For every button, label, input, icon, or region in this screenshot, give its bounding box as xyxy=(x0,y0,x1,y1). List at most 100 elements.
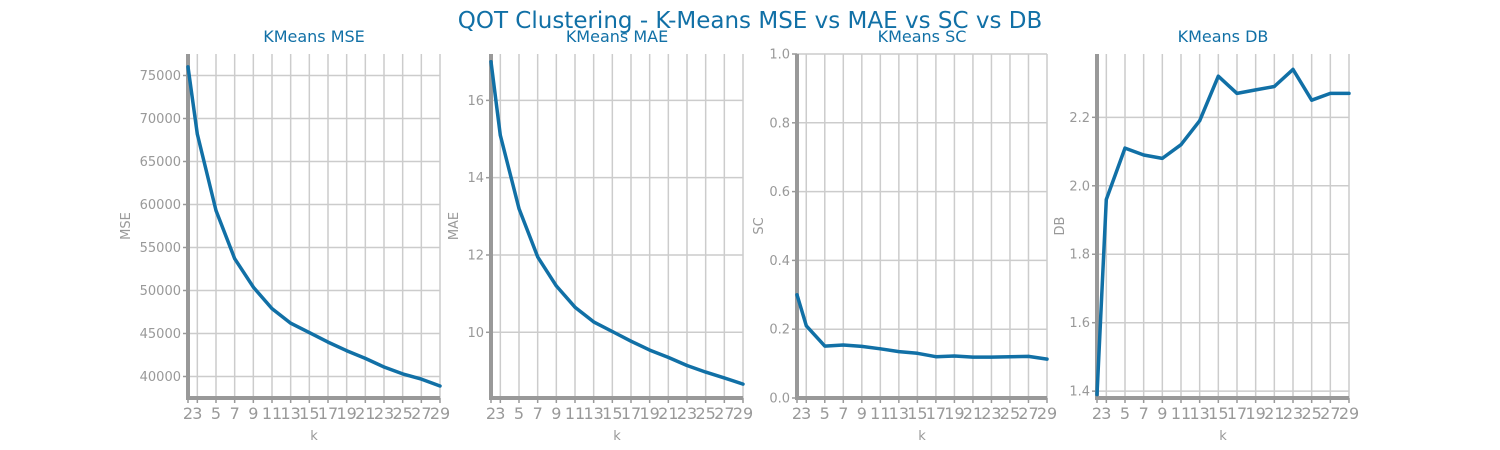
x-tick-label: 2 xyxy=(486,404,496,423)
data-point xyxy=(326,340,330,344)
figure-title: QOT Clustering - K-Means MSE vs MAE vs S… xyxy=(458,8,1043,34)
data-point xyxy=(345,349,349,353)
data-point xyxy=(438,384,442,388)
data-point xyxy=(307,331,311,335)
data-point xyxy=(419,377,423,381)
x-tick-label: 11 xyxy=(1171,404,1191,423)
x-tick-label: 19 xyxy=(639,404,659,423)
x-axis-label: k xyxy=(918,429,926,444)
y-axis-label: SC xyxy=(752,217,767,234)
data-point xyxy=(214,209,218,213)
x-tick-label: 15 xyxy=(1208,404,1228,423)
y-tick-label: 0.6 xyxy=(769,185,790,200)
y-tick-label: 1.8 xyxy=(1069,248,1090,263)
x-tick-label: 13 xyxy=(889,404,909,423)
x-tick-label: 29 xyxy=(1037,404,1057,423)
data-point xyxy=(270,307,274,311)
data-point xyxy=(841,343,845,347)
data-point xyxy=(1272,85,1276,89)
y-tick-label: 12 xyxy=(467,248,484,263)
x-tick-label: 17 xyxy=(621,404,641,423)
y-tick-label: 45000 xyxy=(140,327,181,342)
x-tick-label: 3 xyxy=(801,404,811,423)
y-tick-label: 16 xyxy=(467,94,484,109)
data-point xyxy=(536,255,540,259)
data-point xyxy=(251,285,255,289)
chart-panel-1: 40000 45000 50000 55000 60000 65000 70000 75000… xyxy=(119,27,450,444)
y-tick-label: 2.0 xyxy=(1069,179,1090,194)
x-tick-label: 21 xyxy=(658,404,678,423)
y-tick-label: 1.6 xyxy=(1069,316,1090,331)
data-point xyxy=(363,356,367,360)
data-point xyxy=(1104,197,1108,201)
x-tick-label: 2 xyxy=(792,404,802,423)
x-tick-label: 15 xyxy=(299,404,319,423)
x-tick-label: 5 xyxy=(1120,404,1130,423)
y-axis-label: DB xyxy=(1053,217,1068,236)
data-point xyxy=(704,370,708,374)
x-tick-label: 29 xyxy=(1339,404,1359,423)
y-tick-label: 0.8 xyxy=(769,116,790,131)
x-tick-label: 23 xyxy=(677,404,697,423)
y-tick-label: 14 xyxy=(467,171,484,186)
panel-title: KMeans DB xyxy=(1178,27,1269,46)
x-tick-label: 19 xyxy=(944,404,964,423)
data-point xyxy=(1095,393,1099,397)
x-tick-label: 3 xyxy=(1101,404,1111,423)
data-point xyxy=(897,350,901,354)
x-tick-label: 7 xyxy=(1139,404,1149,423)
x-tick-label: 23 xyxy=(374,404,394,423)
data-point xyxy=(666,355,670,359)
data-point xyxy=(1291,67,1295,71)
data-point xyxy=(1328,91,1332,95)
x-tick-label: 25 xyxy=(392,404,412,423)
data-point xyxy=(1160,156,1164,160)
data-point xyxy=(1179,143,1183,147)
x-tick-label: 19 xyxy=(336,404,356,423)
x-tick-label: 23 xyxy=(981,404,1001,423)
data-point xyxy=(1008,355,1012,359)
data-point xyxy=(741,382,745,386)
panel-title: KMeans SC xyxy=(878,27,967,46)
x-tick-label: 17 xyxy=(926,404,946,423)
x-tick-label: 21 xyxy=(355,404,375,423)
x-tick-label: 7 xyxy=(230,404,240,423)
y-axis-label: MAE xyxy=(447,212,462,240)
data-point xyxy=(195,132,199,136)
x-tick-label: 11 xyxy=(870,404,890,423)
x-axis-label: k xyxy=(310,429,318,444)
y-tick-label: 1.0 xyxy=(769,48,790,63)
data-point xyxy=(1347,91,1351,95)
x-tick-label: 27 xyxy=(411,404,431,423)
data-point xyxy=(1142,153,1146,157)
x-tick-label: 27 xyxy=(1018,404,1038,423)
data-point xyxy=(648,348,652,352)
x-tick-label: 15 xyxy=(602,404,622,423)
data-point xyxy=(610,330,614,334)
panel-title: KMeans MSE xyxy=(263,27,365,46)
x-axis-label: k xyxy=(1219,429,1227,444)
data-point xyxy=(915,351,919,355)
x-tick-label: 25 xyxy=(695,404,715,423)
y-axis-label: MSE xyxy=(119,212,134,240)
x-tick-label: 23 xyxy=(1283,404,1303,423)
x-tick-label: 13 xyxy=(280,404,300,423)
x-tick-label: 9 xyxy=(857,404,867,423)
x-tick-label: 29 xyxy=(430,404,450,423)
x-tick-label: 11 xyxy=(565,404,585,423)
data-point xyxy=(795,293,799,297)
x-tick-label: 17 xyxy=(1227,404,1247,423)
x-tick-label: 9 xyxy=(248,404,258,423)
data-point xyxy=(934,355,938,359)
chart-panel-4: 1.41.61.82.02.22 3 5 7 9 11131517192123252729… xyxy=(1053,27,1359,444)
y-tick-label: 55000 xyxy=(140,241,181,256)
y-tick-label: 1.4 xyxy=(1069,385,1090,400)
data-point xyxy=(1310,98,1314,102)
y-tick-label: 0.0 xyxy=(769,392,790,407)
x-tick-label: 29 xyxy=(733,404,753,423)
chart-panel-3: 0.00.20.40.60.81.02 3 5 7 9 11131517192123252… xyxy=(752,27,1057,444)
data-point xyxy=(489,60,493,64)
x-tick-label: 9 xyxy=(1157,404,1167,423)
